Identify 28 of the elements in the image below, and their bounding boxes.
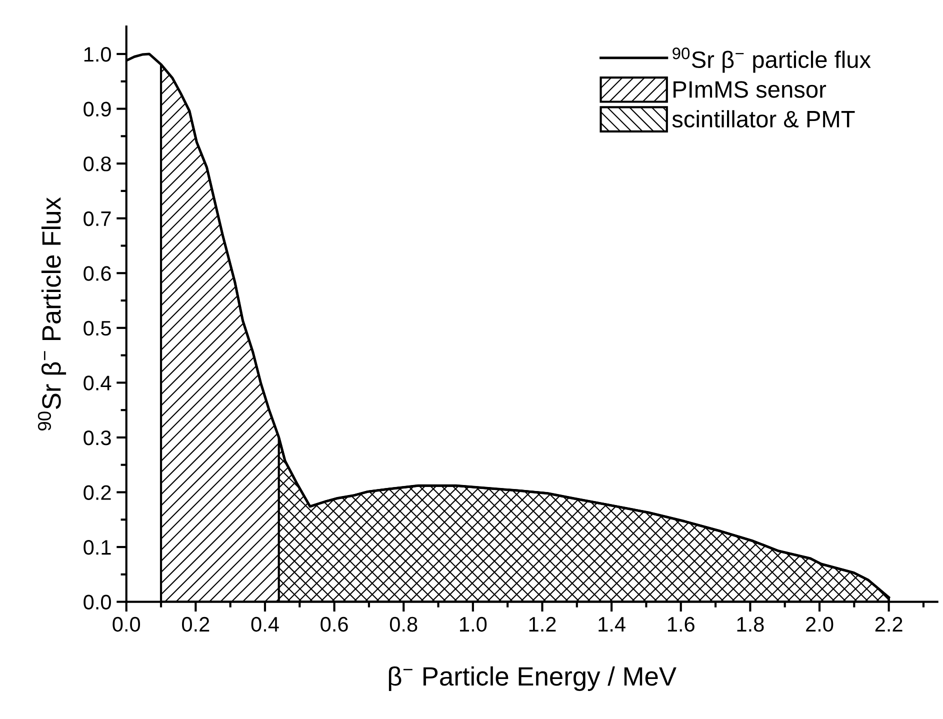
legend-label: scintillator & PMT	[672, 110, 855, 128]
y-tick-label: 0.4	[84, 376, 112, 390]
y-tick-label: 1.0	[84, 46, 111, 62]
x-tick-label: 0.2	[182, 616, 210, 632]
y-axis-title: $^{90}$Sr β$^{−}$ Particle Flux	[38, 197, 66, 431]
x-tick-label: 0.0	[112, 616, 140, 632]
y-tick-label: 0.1	[84, 540, 111, 555]
legend-label: PImMS sensor	[674, 81, 826, 98]
x-tick-label: 1.0	[460, 616, 487, 632]
x-tick-label: 1.2	[529, 616, 556, 632]
x-tick-label: 0.6	[320, 616, 348, 632]
x-tick-label: 1.6	[668, 616, 694, 632]
y-tick-label: 0.5	[84, 320, 111, 336]
x-axis-title: β$^{−}$ Particle Energy / MeV	[388, 666, 676, 691]
y-tick-label: 0.0	[84, 594, 111, 610]
x-tick-label: 2.0	[806, 616, 834, 632]
y-tick-label: 0.3	[84, 430, 111, 446]
y-tick-label: 0.6	[84, 266, 111, 281]
x-tick-label: 2.2	[875, 616, 902, 632]
legend-label: $^{90}$Sr β$^{−}$ particle flux	[672, 48, 871, 73]
y-tick-label: 0.2	[84, 485, 111, 500]
y-tick-label: 0.7	[84, 211, 111, 226]
x-tick-label: 0.8	[390, 616, 418, 632]
y-tick-label: 0.8	[84, 156, 111, 172]
x-tick-label: 1.4	[598, 617, 626, 632]
y-tick-label: 0.9	[84, 102, 111, 117]
x-tick-label: 1.8	[737, 616, 764, 632]
x-tick-label: 0.4	[251, 616, 279, 632]
